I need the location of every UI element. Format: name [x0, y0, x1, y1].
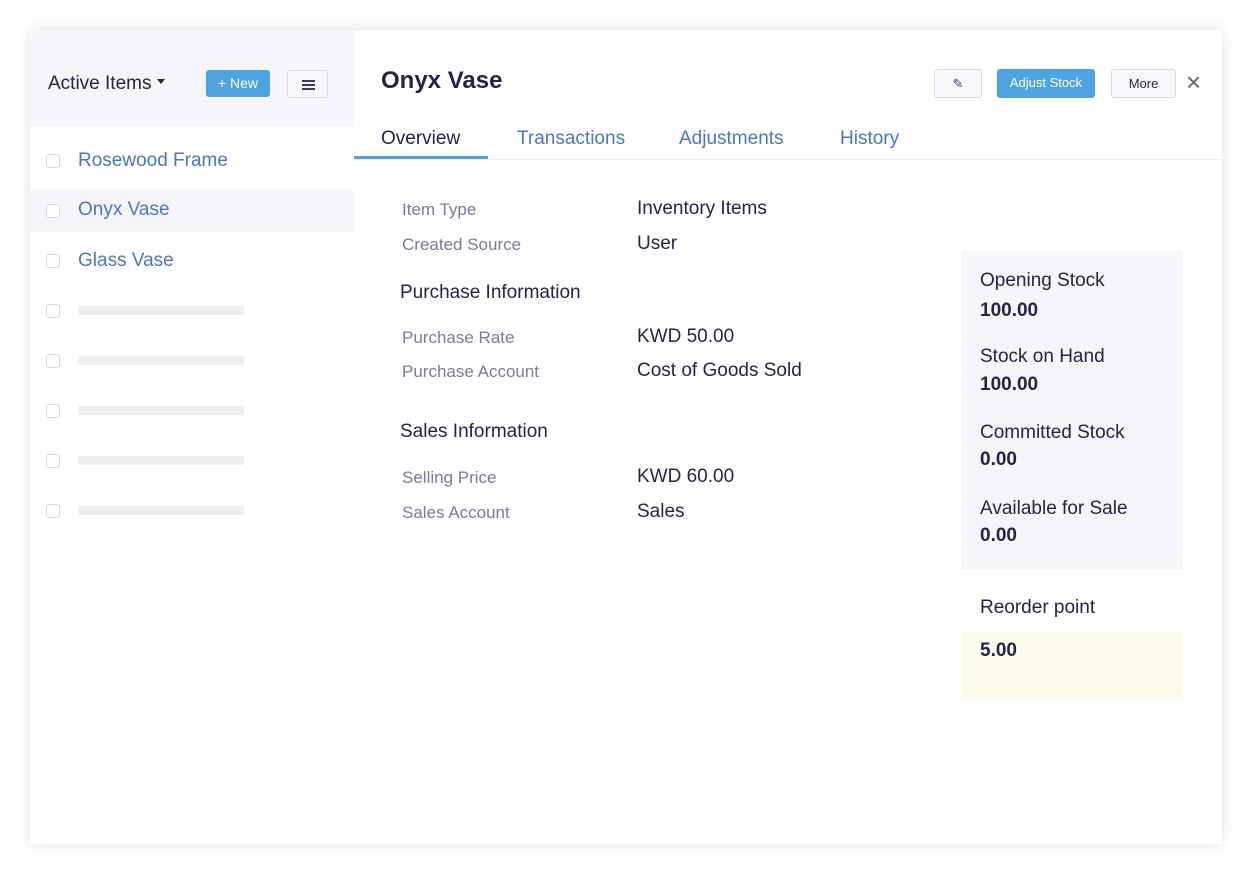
new-item-button[interactable]: + New — [206, 70, 270, 97]
menu-button[interactable] — [287, 70, 328, 98]
edit-button[interactable]: ✎ — [934, 69, 982, 98]
caret-down-icon — [157, 79, 166, 88]
opening-stock-label: Opening Stock — [980, 270, 1105, 291]
tab-history[interactable]: History — [840, 128, 900, 149]
item-checkbox[interactable] — [46, 304, 60, 318]
list-item[interactable]: Rosewood Frame — [30, 140, 354, 182]
tab-transactions[interactable]: Transactions — [517, 128, 626, 149]
purchase-information-heading: Purchase Information — [400, 282, 581, 303]
item-checkbox[interactable] — [46, 204, 60, 218]
close-icon[interactable]: × — [1186, 67, 1202, 97]
created-source-label: Created Source — [402, 235, 522, 254]
purchase-rate-value: KWD 50.00 — [637, 326, 735, 347]
placeholder-bar — [78, 506, 244, 515]
placeholder-row — [30, 340, 354, 382]
stock-summary-panel: Opening Stock 100.00 Stock on Hand 100.0… — [961, 251, 1183, 569]
item-checkbox[interactable] — [46, 154, 60, 168]
sales-information-heading: Sales Information — [400, 421, 548, 442]
reorder-point-label: Reorder point — [980, 597, 1096, 618]
item-type-label: Item Type — [402, 200, 477, 219]
placeholder-row — [30, 490, 354, 532]
available-for-sale-label: Available for Sale — [980, 498, 1128, 519]
page-title: Onyx Vase — [381, 67, 503, 94]
tab-bar: Overview Transactions Adjustments Histor… — [354, 126, 1222, 160]
list-item[interactable]: Onyx Vase — [30, 190, 354, 232]
purchase-account-label: Purchase Account — [402, 362, 540, 381]
reorder-point-value: 5.00 — [980, 640, 1017, 661]
placeholder-bar — [78, 406, 244, 415]
stock-on-hand-label: Stock on Hand — [980, 346, 1105, 367]
sales-account-value: Sales — [637, 501, 685, 522]
item-checkbox[interactable] — [46, 504, 60, 518]
item-list-sidebar: Active Items + New Rosewood Frame Onyx V… — [30, 30, 354, 844]
committed-stock-label: Committed Stock — [980, 422, 1125, 443]
selling-price-value: KWD 60.00 — [637, 466, 735, 487]
committed-stock-value: 0.00 — [980, 449, 1017, 470]
placeholder-row — [30, 390, 354, 432]
item-checkbox[interactable] — [46, 454, 60, 468]
item-checkbox[interactable] — [46, 354, 60, 368]
available-for-sale-value: 0.00 — [980, 525, 1017, 546]
purchase-account-value: Cost of Goods Sold — [637, 360, 802, 381]
sidebar-header: Active Items + New — [30, 30, 354, 127]
more-button[interactable]: More — [1111, 69, 1176, 98]
item-window: Active Items + New Rosewood Frame Onyx V… — [30, 30, 1222, 844]
placeholder-row — [30, 290, 354, 332]
tab-adjustments[interactable]: Adjustments — [679, 128, 784, 149]
stock-on-hand-value: 100.00 — [980, 374, 1039, 395]
sales-account-label: Sales Account — [402, 503, 510, 522]
list-item[interactable]: Glass Vase — [30, 240, 354, 282]
item-checkbox[interactable] — [46, 404, 60, 418]
active-tab-indicator — [354, 156, 488, 159]
purchase-rate-label: Purchase Rate — [402, 328, 515, 347]
adjust-stock-button[interactable]: Adjust Stock — [997, 69, 1095, 98]
pencil-icon: ✎ — [952, 76, 964, 91]
active-items-filter[interactable]: Active Items — [48, 73, 166, 95]
item-detail: Onyx Vase ✎ Adjust Stock More × Overview… — [354, 30, 1222, 844]
placeholder-bar — [78, 306, 244, 315]
tab-overview[interactable]: Overview — [381, 128, 461, 149]
item-checkbox[interactable] — [46, 254, 60, 268]
reorder-point-box: 5.00 — [961, 631, 1183, 701]
item-type-value: Inventory Items — [637, 198, 767, 219]
placeholder-bar — [78, 456, 244, 465]
placeholder-bar — [78, 356, 244, 365]
placeholder-row — [30, 440, 354, 482]
created-source-value: User — [637, 233, 678, 254]
selling-price-label: Selling Price — [402, 468, 497, 487]
opening-stock-value: 100.00 — [980, 300, 1039, 321]
